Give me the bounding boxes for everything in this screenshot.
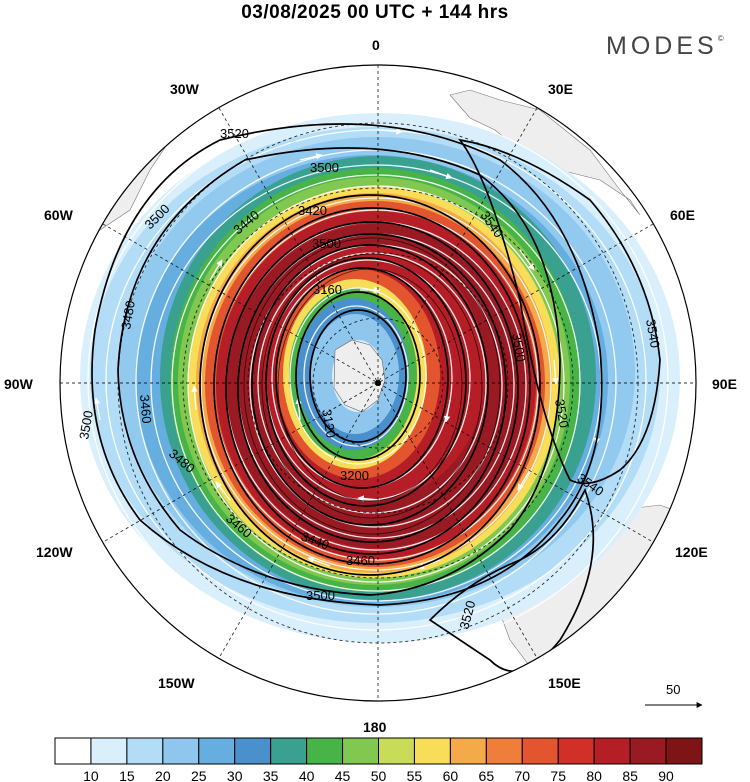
lon-label-120w: 120W [36, 544, 73, 560]
colorbar-swatch [126, 737, 164, 765]
colorbar-tick-label: 10 [83, 768, 99, 782]
brand-logo: MODES© [606, 32, 724, 61]
colorbar-tick-label: 45 [335, 768, 351, 782]
lon-label-60e: 60E [670, 207, 695, 223]
colorbar-tick-label: 75 [550, 768, 566, 782]
colorbar-swatch [629, 737, 667, 765]
colorbar-tick-label: 20 [155, 768, 171, 782]
colorbar-swatch [485, 737, 523, 765]
colorbar-swatch [234, 737, 272, 765]
lon-label-30e: 30E [548, 81, 573, 97]
colorbar-swatch [90, 737, 128, 765]
lon-label-30w: 30W [170, 81, 200, 97]
colorbar-swatch [378, 737, 415, 765]
colorbar-tick-label: 35 [263, 768, 279, 782]
contour-label: 3500 [312, 236, 341, 251]
colorbar-tick-label: 85 [622, 768, 638, 782]
pole-marker [375, 380, 381, 386]
africa-landmass [449, 89, 641, 216]
colorbar-swatch [557, 737, 595, 765]
lon-label-60w: 60W [44, 207, 74, 223]
contour-label: 3120 [319, 408, 339, 439]
colorbar-tick-label: 50 [371, 768, 387, 782]
colorbar-tick-label: 55 [407, 768, 423, 782]
longitude-labels: 0 180 90W 90E 30W 30E 60W 60E 120W 120E … [4, 37, 737, 735]
lon-label-180: 180 [363, 719, 387, 735]
contour-label: 3500 [306, 588, 335, 603]
lon-label-150w: 150W [158, 675, 195, 691]
colorbar-tick-label: 15 [119, 768, 135, 782]
reference-vector: 50 [645, 682, 703, 708]
lon-label-0: 0 [372, 37, 380, 53]
lon-label-90e: 90E [712, 376, 737, 392]
colorbar-swatch [413, 737, 451, 765]
colorbar-swatch [270, 737, 308, 765]
map-title: 03/08/2025 00 UTC + 144 hrs [241, 2, 509, 23]
colorbar-swatch [306, 737, 344, 765]
contour-label: 3420 [298, 203, 327, 218]
colorbar-swatch [449, 737, 487, 765]
colorbar-tick-label: 40 [299, 768, 315, 782]
colorbar-swatch [342, 737, 379, 765]
contour-label: 3500 [310, 160, 339, 175]
colorbar-tick-label: 90 [658, 768, 674, 782]
contour-label: 3460 [346, 553, 375, 568]
copyright-mark: © [717, 34, 724, 43]
contour-label: 3500 [509, 332, 529, 363]
colorbar-tick-label: 60 [443, 768, 459, 782]
colorbar-swatch [521, 737, 559, 765]
colorbar-tick-label: 65 [479, 768, 495, 782]
colorbar-swatch [593, 737, 631, 765]
colorbar: 10 15 20 25 30 35 40 45 50 55 60 65 70 75 80 85 90 [54, 737, 703, 782]
contour-label: 3540 [643, 318, 663, 349]
contour-label: 3520 [220, 126, 249, 141]
antarctica-outline [333, 339, 386, 413]
contour-label: 3460 [137, 394, 154, 424]
colorbar-swatch [54, 737, 92, 765]
contour-label: 3520 [456, 599, 478, 631]
brand-name: MODES [606, 32, 718, 60]
map-border [59, 64, 697, 702]
colorbar-tick-label: 25 [191, 768, 207, 782]
colorbar-swatch [198, 737, 236, 765]
colorbar-swatch [665, 737, 703, 765]
colorbar-tick-label: 70 [514, 768, 530, 782]
lon-label-150e: 150E [548, 675, 581, 691]
contour-label: 3520 [552, 398, 572, 429]
lon-label-90w: 90W [4, 376, 34, 392]
contour-label: 3500 [76, 409, 96, 440]
colorbar-tick-label: 30 [227, 768, 243, 782]
reference-vector-label: 50 [666, 682, 680, 697]
contour-label: 3480 [118, 299, 138, 330]
wind-speed-field [60, 65, 696, 701]
colorbar-tick-label: 80 [586, 768, 602, 782]
lon-label-120e: 120E [675, 544, 708, 560]
contour-label: 3160 [313, 282, 342, 297]
inner-fine-contours [243, 237, 501, 535]
contour-label: 3200 [340, 468, 369, 483]
colorbar-swatch [162, 737, 200, 765]
geopotential-contours [91, 123, 661, 673]
